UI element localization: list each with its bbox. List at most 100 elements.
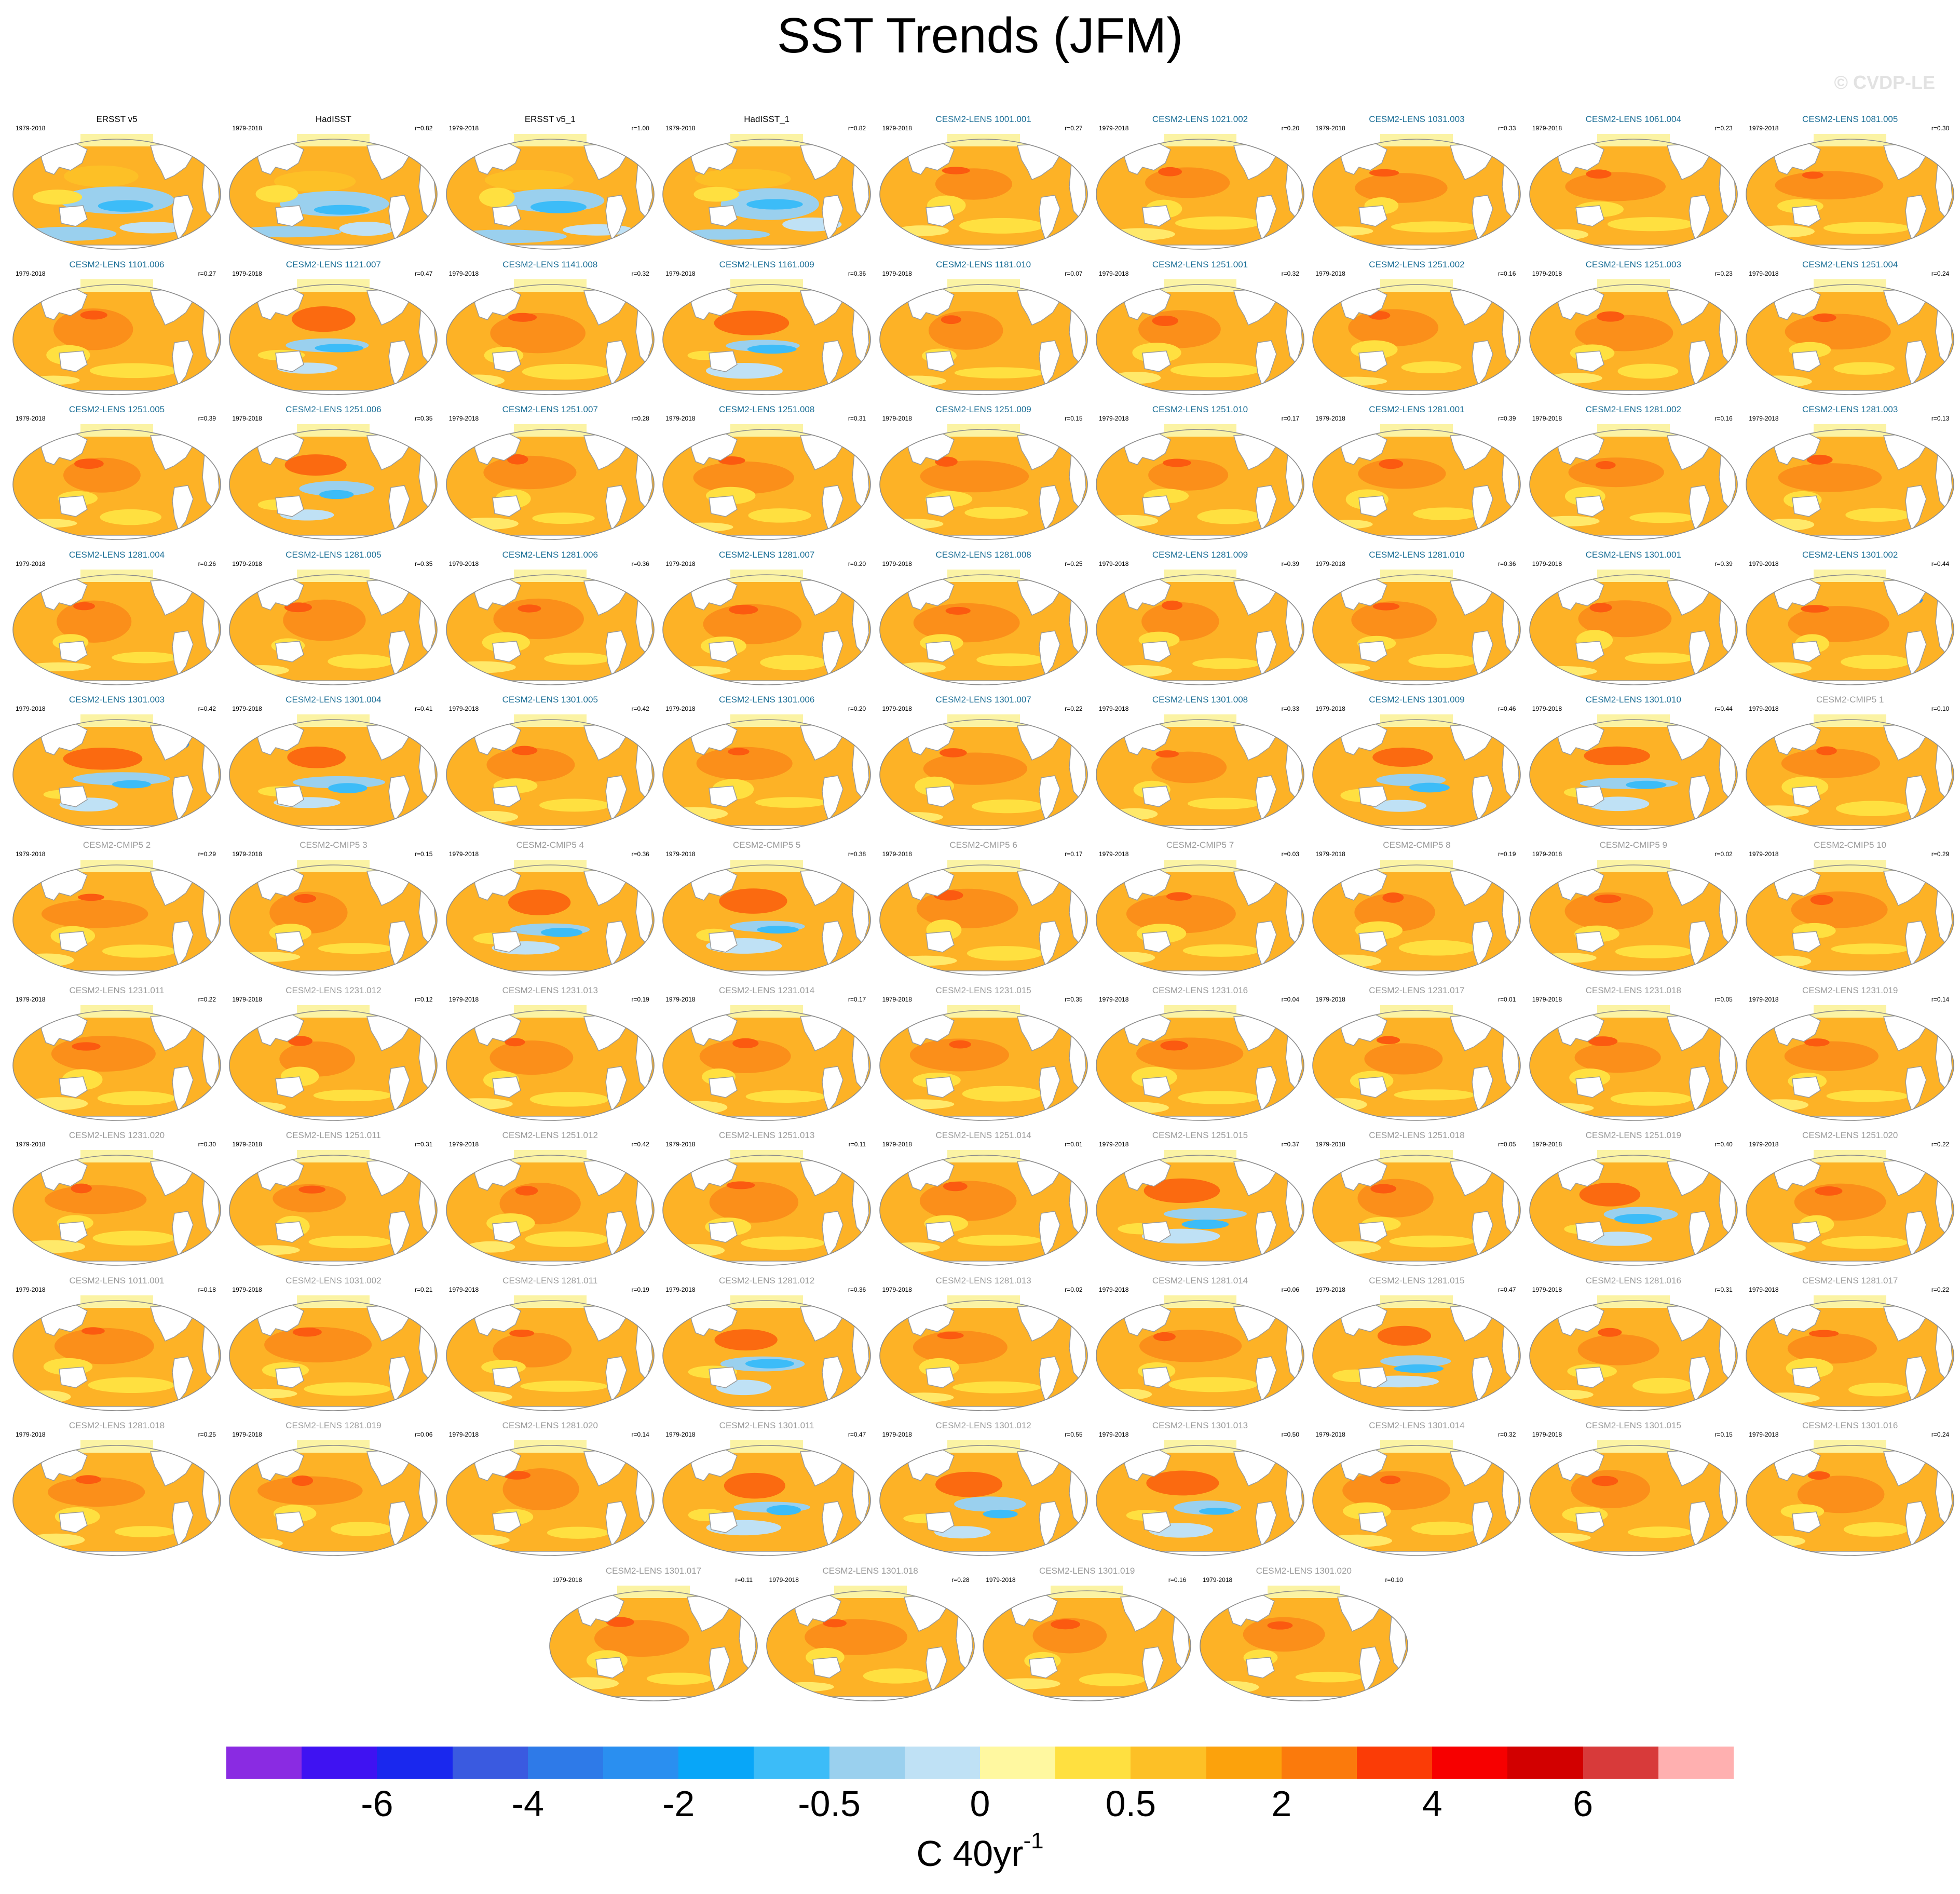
trend-anomaly [1175,216,1261,230]
trend-anomaly [1816,746,1837,756]
map-panel: CESM2-LENS 1281.019 1979-2018 r=0.06 [226,1415,441,1562]
pattern-correlation: r=0.27 [1065,125,1083,132]
trend-anomaly [483,456,577,490]
trend-anomaly [1808,1471,1830,1480]
globe-outline [983,1590,1191,1701]
pattern-correlation: r=0.36 [1498,560,1516,567]
trend-anomaly [719,888,787,914]
land-mask [388,1501,411,1547]
trend-anomaly [1615,945,1693,958]
land-mask [1255,485,1277,531]
trend-anomaly [532,512,595,524]
trend-anomaly [287,747,346,768]
trend-anomaly [1809,1330,1839,1337]
pattern-correlation: r=0.16 [1168,1576,1187,1584]
land-mask [1038,195,1060,241]
pattern-correlation: r=0.29 [1931,850,1950,858]
trend-anomaly [1146,1470,1219,1496]
trend-anomaly [983,1510,1018,1519]
colorbar-swatch [1055,1747,1131,1779]
panel-period: 1979-2018 [665,705,696,713]
pattern-correlation: r=0.38 [848,850,866,858]
pattern-correlation: r=0.14 [1931,995,1950,1003]
land-mask [709,350,738,372]
trend-anomaly [1409,782,1450,793]
land-mask [492,350,521,372]
trend-anomaly [748,508,811,523]
trend-anomaly [745,1359,795,1369]
map-panel: CESM2-LENS 1301.003 1979-2018 r=0.42 [9,689,224,836]
panel-period: 1979-2018 [448,1431,479,1439]
pattern-correlation: r=0.16 [1498,269,1516,277]
sst-trend-map [1312,1295,1521,1411]
panel-period: 1979-2018 [552,1576,582,1584]
trend-anomaly [935,1472,1002,1497]
trend-anomaly [292,1476,314,1486]
land-mask [275,205,305,227]
pattern-correlation: r=0.29 [198,850,216,858]
panel-period: 1979-2018 [232,269,262,277]
trend-anomaly [954,1496,1026,1512]
trend-anomaly [959,218,1044,234]
trend-anomaly [114,1526,176,1538]
land-mask [172,1065,194,1112]
land-mask [1255,195,1277,241]
trend-anomaly [319,490,354,499]
pattern-correlation: r=0.05 [1714,995,1733,1003]
land-mask [1358,1076,1388,1098]
sst-trend-map [1529,134,1738,250]
sst-trend-map [1746,1440,1954,1557]
map-panel: CESM2-LENS 1301.004 1979-2018 r=0.41 [226,689,441,836]
trend-anomaly [1394,1364,1444,1373]
land-mask [492,1366,521,1388]
sst-trend-map [445,1440,655,1557]
trend-anomaly [939,748,967,758]
map-panel: CESM2-LENS 1251.014 1979-2018 r=0.01 [876,1125,1091,1271]
sst-trend-map [662,1150,871,1266]
trend-anomaly [1778,463,1882,492]
trend-anomaly [1323,1535,1393,1548]
land-mask [605,340,627,386]
globe-outline [662,139,871,250]
trend-anomaly [1364,1043,1443,1075]
globe-outline [12,574,221,685]
sst-trend-map [1096,1295,1304,1411]
panel-period: 1979-2018 [882,705,912,713]
panel-period: 1979-2018 [665,1431,696,1439]
globe-outline [549,1590,758,1701]
map-panel: CESM2-LENS 1301.014 1979-2018 r=0.32 [1309,1415,1524,1562]
trend-anomaly [941,315,961,324]
land-mask [822,1501,843,1547]
land-mask [59,1221,88,1243]
trend-anomaly [465,811,518,823]
globe-outline [1312,429,1521,540]
trend-anomaly [1586,169,1612,179]
trend-anomaly [1752,1392,1820,1404]
land-mask [925,1366,955,1388]
trend-anomaly [1401,361,1462,373]
land-mask [275,931,305,953]
trend-anomaly [318,943,393,954]
map-panel: CESM2-LENS 1301.010 1979-2018 r=0.44 [1526,689,1741,836]
pattern-correlation: r=0.39 [1714,560,1733,567]
land-mask [1358,1511,1388,1534]
globe-outline [1529,1445,1738,1557]
trend-anomaly [1358,458,1446,489]
sst-trend-map [445,1295,655,1411]
trend-anomaly [1160,1040,1188,1050]
sst-trend-map [229,1440,438,1557]
trend-anomaly [677,229,770,240]
trend-anomaly [515,1186,538,1196]
map-panel: CESM2-LENS 1231.017 1979-2018 r=0.01 [1309,980,1524,1127]
panel-title: CESM2-LENS 1231.012 [285,985,382,995]
map-panel: CESM2-LENS 1061.004 1979-2018 r=0.23 [1526,109,1741,255]
panel-title: CESM2-LENS 1281.009 [1152,549,1248,560]
land-mask [1792,1366,1821,1388]
trend-anomaly [1197,509,1261,524]
panel-period: 1979-2018 [1749,1141,1779,1148]
land-mask [1575,495,1604,517]
trend-anomaly [1411,1521,1475,1536]
trend-anomaly [1145,167,1230,198]
trend-anomaly [102,944,176,958]
panel-title: CESM2-LENS 1281.019 [285,1420,382,1431]
